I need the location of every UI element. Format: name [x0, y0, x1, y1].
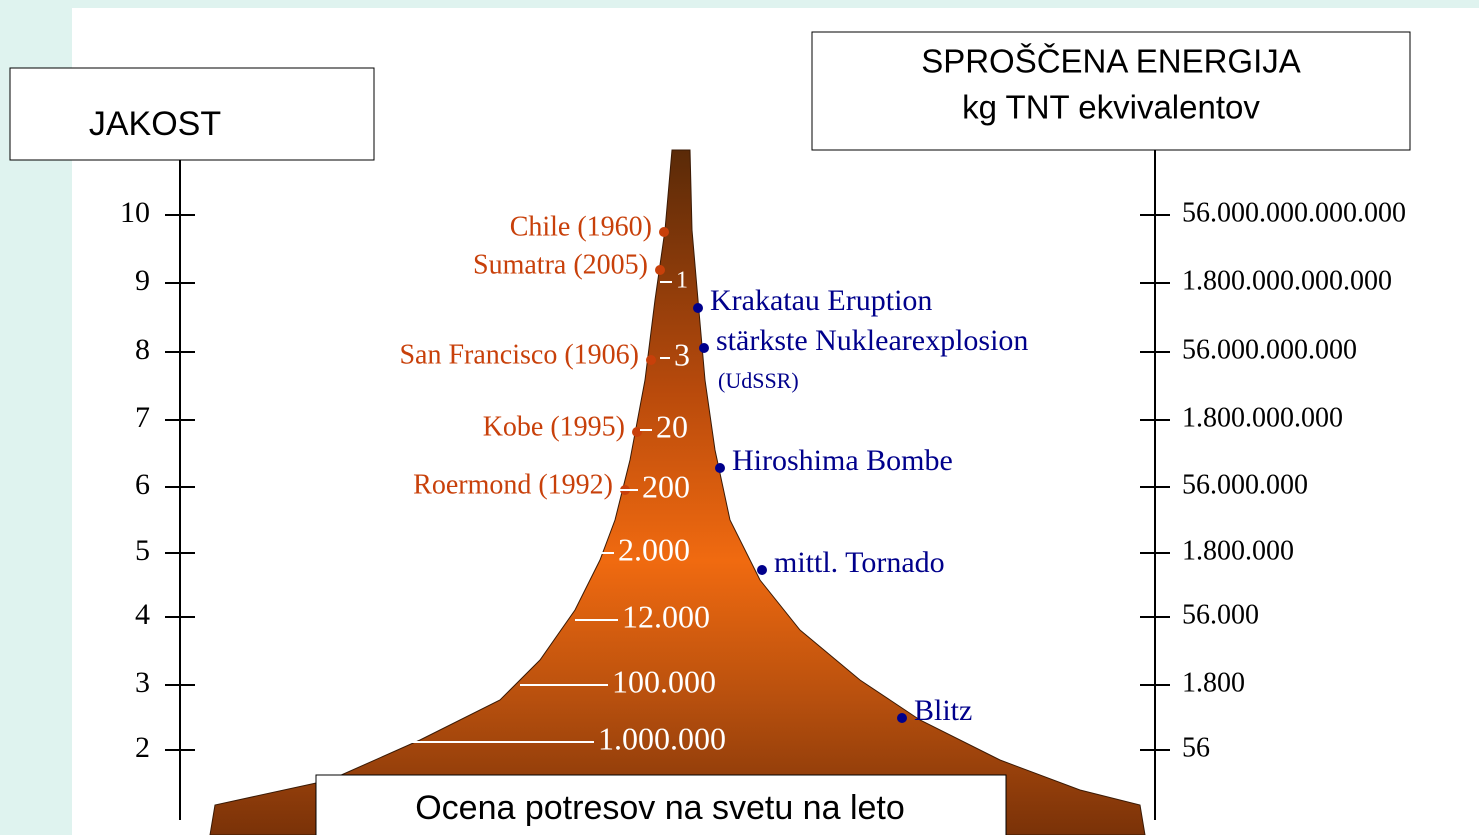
annual-count: 3 — [674, 336, 690, 372]
comparison-label: stärkste Nuklearexplosion — [716, 324, 1028, 357]
left-tick-label: 7 — [135, 401, 150, 434]
left-tick-label: 10 — [120, 196, 150, 229]
comparison-marker — [715, 463, 725, 473]
annual-count: 20 — [656, 408, 688, 444]
earthquake-marker — [646, 355, 656, 365]
right-tick-label: 1.800.000.000 — [1182, 402, 1343, 433]
earthquake-label: Sumatra (2005) — [473, 249, 648, 280]
comparison-marker — [699, 343, 709, 353]
right-tick-label: 56.000.000 — [1182, 469, 1308, 500]
footer: Ocena potresov na svetu na leto — [415, 789, 905, 827]
earthquake-label: San Francisco (1906) — [399, 339, 639, 370]
annual-count: 12.000 — [622, 598, 710, 634]
earthquake-label: Chile (1960) — [510, 211, 652, 242]
annual-count: 1 — [676, 268, 688, 294]
annual-count: 200 — [642, 468, 690, 504]
comparison-marker — [693, 303, 703, 313]
comparison-label: mittl. Tornado — [774, 546, 945, 579]
right-axis-title: SPROŠČENA ENERGIJA — [921, 43, 1301, 80]
annual-count: 2.000 — [618, 531, 690, 567]
left-tick-label: 3 — [135, 666, 150, 699]
annual-count: 100.000 — [612, 663, 716, 699]
right-tick-label: 1.800.000.000.000 — [1182, 265, 1392, 296]
right-tick-label: 56.000.000.000.000 — [1182, 197, 1406, 228]
left-tick-label: 4 — [135, 598, 150, 631]
left-tick-label: 6 — [135, 468, 150, 501]
earthquake-label: Kobe (1995) — [483, 411, 625, 442]
right-tick-label: 56.000 — [1182, 599, 1259, 630]
right-axis-subtitle: kg TNT ekvivalentov — [962, 89, 1260, 126]
left-tick-label: 8 — [135, 333, 150, 366]
comparison-marker — [757, 565, 767, 575]
comparison-label: Blitz — [914, 694, 972, 727]
comparison-label: (UdSSR) — [718, 368, 799, 393]
annual-count: 1.000.000 — [598, 720, 726, 756]
earthquake-marker — [659, 227, 669, 237]
left-tick-label: 5 — [135, 534, 150, 567]
left-tick-label: 9 — [135, 264, 150, 297]
diagram: JAKOST SPROŠČENA ENERGIJA kg TNT ekvival… — [0, 0, 1479, 835]
right-tick-label: 1.800.000 — [1182, 535, 1294, 566]
comparison-label: Krakatau Eruption — [710, 284, 932, 317]
earthquake-label: Roermond (1992) — [413, 469, 613, 500]
earthquake-marker — [655, 265, 665, 275]
left-axis-title: JAKOST — [89, 105, 221, 143]
right-tick-label: 1.800 — [1182, 667, 1245, 698]
comparison-marker — [897, 713, 907, 723]
page: {"header":{"left_axis_title":"JAKOST","r… — [0, 0, 1479, 835]
left-tick-label: 2 — [135, 731, 150, 764]
right-tick-label: 56.000.000.000 — [1182, 334, 1357, 365]
earthquake-marker — [632, 427, 642, 437]
right-tick-label: 56 — [1182, 732, 1210, 763]
comparison-label: Hiroshima Bombe — [732, 444, 953, 477]
